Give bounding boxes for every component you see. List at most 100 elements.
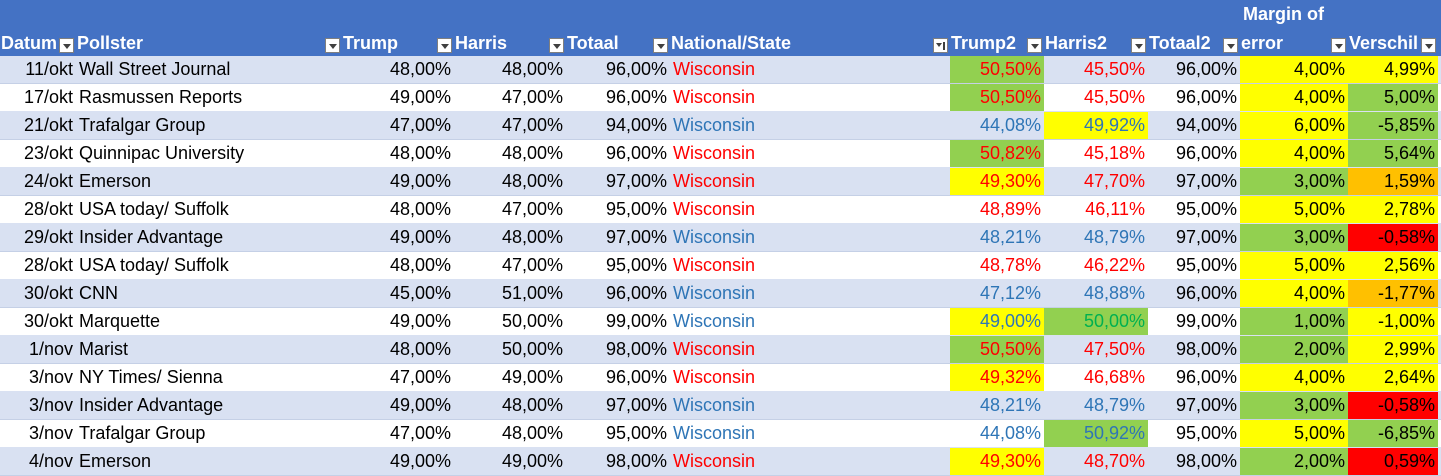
cell-national-state[interactable]: Wisconsin (673, 255, 756, 275)
cell-trump[interactable]: 47,00% (389, 367, 451, 387)
cell-totaal[interactable]: 96,00% (605, 87, 667, 107)
cell-harris2[interactable]: 49,92% (1044, 112, 1148, 139)
column-header-pollster[interactable]: Pollster (76, 0, 342, 56)
cell-totaal[interactable]: 96,00% (605, 367, 667, 387)
cell-trump[interactable]: 49,00% (389, 451, 451, 471)
cell-national-state[interactable]: Wisconsin (673, 199, 756, 219)
table-row[interactable]: 30/okt CNN 45,00% 51,00% 96,00% Wisconsin 47,1… (0, 280, 1441, 308)
cell-datum[interactable]: 24/okt (23, 171, 73, 191)
cell-margin-of-error[interactable]: 5,00% (1240, 196, 1348, 223)
cell-datum[interactable]: 4/nov (28, 451, 73, 471)
cell-datum[interactable]: 3/nov (28, 423, 73, 443)
dropdown-arrow-icon[interactable] (437, 38, 452, 53)
cell-trump2[interactable]: 44,08% (979, 423, 1041, 443)
column-header-verschil[interactable]: Verschil (1348, 0, 1438, 56)
cell-trump2[interactable]: 48,89% (979, 199, 1041, 219)
cell-totaal2[interactable]: 95,00% (1175, 423, 1237, 443)
cell-harris2[interactable]: 45,18% (1083, 143, 1145, 163)
cell-trump[interactable]: 45,00% (389, 283, 451, 303)
cell-trump2[interactable]: 49,30% (950, 168, 1044, 195)
column-header-datum[interactable]: Datum (0, 0, 76, 56)
cell-verschil[interactable]: 2,78% (1348, 196, 1438, 223)
cell-trump2[interactable]: 50,82% (950, 140, 1044, 167)
cell-harris2[interactable]: 50,00% (1044, 308, 1148, 335)
filter-active-icon[interactable] (933, 38, 948, 53)
cell-harris[interactable]: 49,00% (501, 367, 563, 387)
cell-harris[interactable]: 47,00% (501, 199, 563, 219)
table-row[interactable]: 30/okt Marquette 49,00% 50,00% 99,00% Wiscons… (0, 308, 1441, 336)
cell-harris[interactable]: 48,00% (501, 59, 563, 79)
cell-national-state[interactable]: Wisconsin (673, 283, 756, 303)
cell-harris[interactable]: 50,00% (501, 339, 563, 359)
cell-totaal[interactable]: 97,00% (605, 395, 667, 415)
cell-trump2[interactable]: 48,21% (979, 395, 1041, 415)
cell-pollster[interactable]: CNN (79, 283, 118, 303)
dropdown-arrow-icon[interactable] (549, 38, 564, 53)
cell-margin-of-error[interactable]: 4,00% (1240, 56, 1348, 83)
cell-pollster[interactable]: Wall Street Journal (79, 59, 231, 79)
cell-verschil[interactable]: 1,59% (1348, 168, 1438, 195)
cell-pollster[interactable]: Rasmussen Reports (79, 87, 243, 107)
cell-pollster[interactable]: USA today/ Suffolk (79, 255, 229, 275)
cell-verschil[interactable]: -5,85% (1348, 112, 1438, 139)
cell-trump2[interactable]: 50,50% (950, 84, 1044, 111)
cell-totaal2[interactable]: 95,00% (1175, 255, 1237, 275)
cell-harris[interactable]: 51,00% (501, 283, 563, 303)
cell-harris[interactable]: 48,00% (501, 171, 563, 191)
cell-margin-of-error[interactable]: 4,00% (1240, 364, 1348, 391)
cell-national-state[interactable]: Wisconsin (673, 227, 756, 247)
cell-datum[interactable]: 30/okt (23, 311, 73, 331)
column-header-harris[interactable]: Harris (454, 0, 566, 56)
cell-harris[interactable]: 48,00% (501, 395, 563, 415)
column-header-totaal2[interactable]: Totaal2 (1148, 0, 1240, 56)
cell-harris2[interactable]: 46,68% (1083, 367, 1145, 387)
cell-trump2[interactable]: 49,30% (950, 448, 1044, 475)
table-row[interactable]: 28/okt USA today/ Suffolk 48,00% 47,00% 95,0… (0, 252, 1441, 280)
cell-totaal[interactable]: 98,00% (605, 451, 667, 471)
cell-totaal[interactable]: 97,00% (605, 227, 667, 247)
cell-verschil[interactable]: -6,85% (1348, 420, 1438, 447)
cell-margin-of-error[interactable]: 6,00% (1240, 112, 1348, 139)
cell-pollster[interactable]: Emerson (79, 171, 152, 191)
cell-datum[interactable]: 21/okt (23, 115, 73, 135)
cell-totaal2[interactable]: 99,00% (1175, 311, 1237, 331)
cell-pollster[interactable]: Insider Advantage (79, 227, 224, 247)
cell-trump[interactable]: 49,00% (389, 87, 451, 107)
cell-totaal[interactable]: 95,00% (605, 199, 667, 219)
cell-national-state[interactable]: Wisconsin (673, 339, 756, 359)
cell-national-state[interactable]: Wisconsin (673, 395, 756, 415)
cell-verschil[interactable]: 5,64% (1348, 140, 1438, 167)
cell-pollster[interactable]: Quinnipac University (79, 143, 245, 163)
cell-datum[interactable]: 30/okt (23, 283, 73, 303)
cell-totaal2[interactable]: 96,00% (1175, 283, 1237, 303)
column-header-harris2[interactable]: Harris2 (1044, 0, 1148, 56)
cell-totaal[interactable]: 97,00% (605, 171, 667, 191)
cell-trump[interactable]: 48,00% (389, 143, 451, 163)
cell-totaal2[interactable]: 98,00% (1175, 339, 1237, 359)
cell-margin-of-error[interactable]: 2,00% (1240, 448, 1348, 475)
cell-totaal2[interactable]: 97,00% (1175, 227, 1237, 247)
dropdown-arrow-icon[interactable] (325, 38, 340, 53)
cell-margin-of-error[interactable]: 4,00% (1240, 84, 1348, 111)
cell-totaal[interactable]: 99,00% (605, 311, 667, 331)
table-row[interactable]: 4/nov Emerson 49,00% 49,00% 98,00% Wisconsin 4… (0, 448, 1441, 476)
dropdown-arrow-icon[interactable] (1131, 38, 1146, 53)
cell-national-state[interactable]: Wisconsin (673, 87, 756, 107)
cell-pollster[interactable]: USA today/ Suffolk (79, 199, 229, 219)
table-row[interactable]: 11/okt Wall Street Journal 48,00% 48,00% 96,… (0, 56, 1441, 84)
cell-totaal2[interactable]: 94,00% (1175, 115, 1237, 135)
cell-margin-of-error[interactable]: 1,00% (1240, 308, 1348, 335)
cell-harris[interactable]: 49,00% (501, 451, 563, 471)
cell-trump[interactable]: 49,00% (389, 171, 451, 191)
cell-harris2[interactable]: 46,11% (1085, 199, 1145, 219)
cell-trump[interactable]: 48,00% (389, 59, 451, 79)
cell-trump[interactable]: 49,00% (389, 227, 451, 247)
cell-pollster[interactable]: Marquette (79, 311, 161, 331)
cell-totaal2[interactable]: 96,00% (1175, 87, 1237, 107)
column-header-margin-of-error[interactable]: Margin of error (1240, 0, 1348, 56)
cell-totaal2[interactable]: 97,00% (1175, 171, 1237, 191)
cell-national-state[interactable]: Wisconsin (673, 59, 756, 79)
cell-trump2[interactable]: 48,78% (979, 255, 1041, 275)
cell-harris2[interactable]: 48,88% (1083, 283, 1145, 303)
cell-trump2[interactable]: 48,21% (979, 227, 1041, 247)
